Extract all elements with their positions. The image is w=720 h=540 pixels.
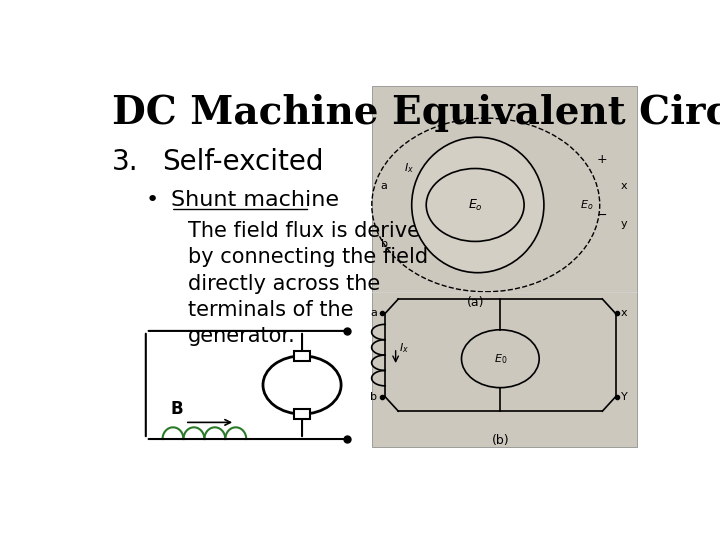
Text: $I_x$: $I_x$ <box>399 341 408 355</box>
FancyBboxPatch shape <box>372 85 637 447</box>
Circle shape <box>426 168 524 241</box>
Text: 3.: 3. <box>112 148 139 176</box>
Text: Y: Y <box>621 392 628 402</box>
Text: DC Machine Equivalent Circuit: DC Machine Equivalent Circuit <box>112 94 720 132</box>
Circle shape <box>462 330 539 388</box>
Text: (a): (a) <box>467 296 484 309</box>
Text: The field flux is derived
by connecting the field
directly across the
terminals : The field flux is derived by connecting … <box>188 221 433 346</box>
Text: $E_o$: $E_o$ <box>468 198 482 213</box>
Text: $E_o$: $E_o$ <box>580 198 593 212</box>
Text: b: b <box>370 392 377 402</box>
Bar <box>294 350 310 361</box>
Text: $E_0$: $E_0$ <box>494 352 507 366</box>
Text: a: a <box>370 308 377 319</box>
Ellipse shape <box>412 137 544 273</box>
Bar <box>294 409 310 419</box>
Text: +: + <box>597 153 608 166</box>
Text: •: • <box>145 190 159 210</box>
Text: B: B <box>171 400 184 418</box>
Text: x: x <box>621 308 628 319</box>
Text: a: a <box>381 181 387 191</box>
Text: Shunt machine: Shunt machine <box>171 190 339 210</box>
Text: b: b <box>381 239 387 249</box>
Text: $I_x$: $I_x$ <box>404 161 414 176</box>
Text: −: − <box>597 209 608 222</box>
Text: y: y <box>621 219 628 229</box>
Text: Self-excited: Self-excited <box>163 148 324 176</box>
Text: (b): (b) <box>492 434 509 447</box>
Text: x: x <box>621 181 628 191</box>
